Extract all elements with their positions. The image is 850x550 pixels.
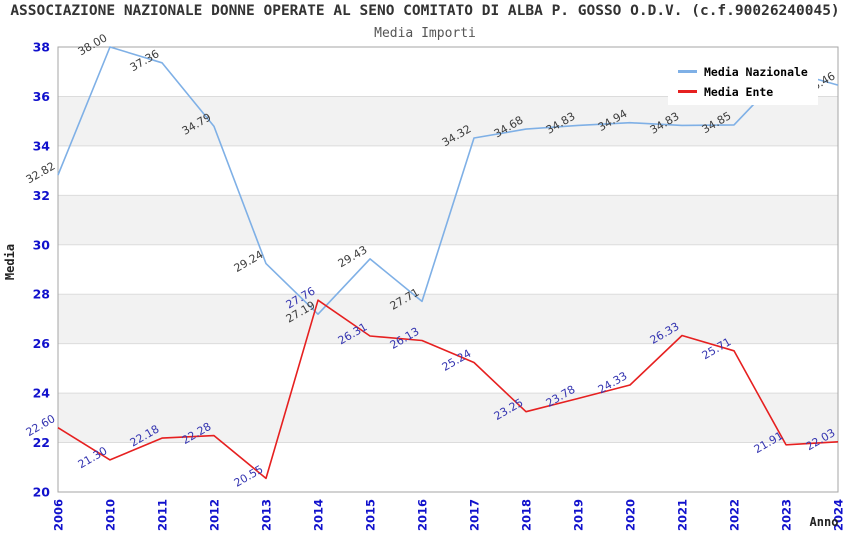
x-tick-label: 2018 (520, 499, 534, 531)
y-tick-label: 36 (33, 89, 51, 104)
series-line-media-nazionale (57, 46, 839, 316)
x-tick-label: 2019 (572, 499, 586, 531)
chart-subtitle: Media Importi (374, 26, 476, 41)
plot-band (58, 393, 838, 443)
legend-label: Media Ente (704, 85, 773, 99)
x-tick-label: 2017 (468, 499, 482, 531)
plot-band (58, 294, 838, 344)
x-tick-label: 2022 (728, 499, 742, 531)
y-tick-label: 38 (33, 40, 50, 55)
y-tick-label: 20 (33, 485, 51, 500)
x-tick-label: 2024 (832, 499, 846, 531)
plot-border (57, 46, 839, 493)
plot-band (58, 442, 838, 492)
plot-band (58, 244, 838, 295)
plot-band (58, 145, 838, 196)
x-axis-title: Anno (810, 515, 839, 529)
chart-title: ASSOCIAZIONE NAZIONALE DONNE OPERATE AL … (10, 3, 840, 19)
x-tick-label: 2012 (208, 499, 222, 531)
legend-label: Media Nazionale (704, 65, 808, 79)
x-tick-label: 2010 (104, 499, 118, 531)
x-tick-label: 2015 (364, 499, 378, 531)
x-tick-label: 2023 (780, 499, 794, 531)
y-tick-label: 22 (33, 435, 50, 450)
y-tick-label: 30 (33, 237, 51, 252)
x-tick-label: 2014 (312, 499, 326, 531)
y-tick-label: 26 (33, 336, 51, 351)
y-tick-label: 28 (33, 287, 50, 302)
y-tick-label: 32 (33, 188, 50, 203)
x-tick-label: 2013 (260, 499, 274, 531)
x-tick-label: 2016 (416, 499, 430, 531)
data-label: 32.82 (24, 159, 58, 186)
y-axis-title: Media (3, 244, 17, 280)
x-tick-label: 2006 (52, 499, 66, 531)
legend-box (668, 57, 818, 105)
x-tick-label: 2020 (624, 499, 638, 531)
x-tick-label: 2011 (156, 499, 170, 531)
series-line-media-ente (57, 299, 839, 480)
x-tick-label: 2021 (676, 499, 690, 531)
y-tick-label: 24 (33, 386, 51, 401)
y-tick-label: 34 (33, 138, 51, 153)
